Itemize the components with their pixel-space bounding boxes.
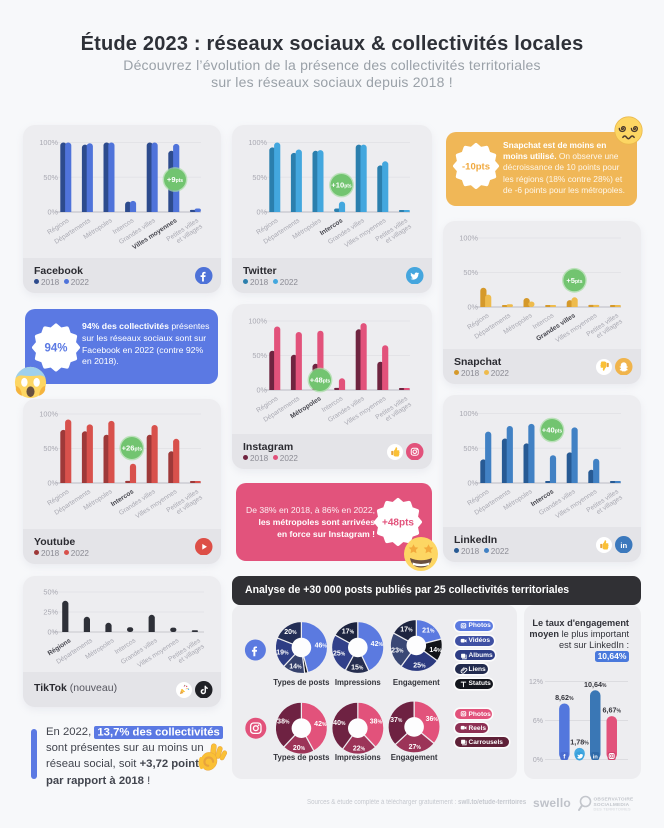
svg-text:40%: 40%	[333, 720, 346, 727]
svg-text:+48pts: +48pts	[382, 518, 414, 529]
svg-text:6,67%: 6,67%	[602, 706, 621, 715]
svg-text:100%: 100%	[459, 409, 478, 418]
svg-text:6%: 6%	[533, 718, 543, 725]
svg-text:25%: 25%	[333, 651, 346, 658]
svg-text:in: in	[620, 541, 627, 550]
svg-text:0%: 0%	[533, 757, 543, 764]
svg-text:OBSERVATOIRE: OBSERVATOIRE	[594, 797, 634, 803]
svg-text:100%: 100%	[39, 410, 58, 419]
svg-text:50%: 50%	[463, 268, 478, 277]
svg-text:50%: 50%	[463, 444, 478, 453]
svg-text:100%: 100%	[39, 138, 58, 147]
svg-text:19%: 19%	[276, 649, 289, 656]
svg-text:DES TERRITOIRES: DES TERRITOIRES	[594, 808, 632, 812]
svg-text:14%: 14%	[429, 647, 442, 654]
svg-text:50%: 50%	[252, 351, 267, 360]
svg-text:+40pts: +40pts	[542, 426, 563, 435]
svg-text:0%: 0%	[467, 303, 478, 312]
svg-text:36%: 36%	[426, 716, 439, 723]
svg-text:17%: 17%	[342, 628, 355, 635]
svg-text:0%: 0%	[467, 479, 478, 488]
svg-text:-10pts: -10pts	[462, 161, 490, 172]
svg-text:20%: 20%	[284, 629, 297, 636]
svg-text:50%: 50%	[252, 173, 267, 182]
svg-text:SOCIALMEDIA: SOCIALMEDIA	[594, 802, 630, 808]
svg-text:23%: 23%	[391, 647, 404, 654]
svg-text:50%: 50%	[43, 444, 58, 453]
svg-text:50%: 50%	[43, 173, 58, 182]
svg-text:14%: 14%	[289, 664, 302, 671]
svg-text:0%: 0%	[47, 208, 58, 217]
svg-text:38%: 38%	[277, 719, 290, 726]
svg-text:+26pts: +26pts	[122, 444, 143, 453]
svg-text:25%: 25%	[43, 608, 58, 617]
svg-text:20%: 20%	[293, 745, 306, 752]
svg-text:27%: 27%	[409, 744, 422, 751]
svg-text:15%: 15%	[351, 665, 364, 672]
svg-text:+5pts: +5pts	[566, 276, 582, 285]
svg-text:8,62%: 8,62%	[555, 693, 574, 702]
svg-text:22%: 22%	[353, 745, 366, 752]
svg-text:21%: 21%	[422, 628, 435, 635]
svg-text:0%: 0%	[256, 208, 267, 217]
svg-text:37%: 37%	[390, 717, 403, 724]
svg-text:12%: 12%	[529, 679, 543, 686]
svg-text:100%: 100%	[248, 138, 267, 147]
svg-text:42%: 42%	[314, 721, 327, 728]
svg-text:1,78%: 1,78%	[570, 737, 589, 746]
svg-text:38%: 38%	[370, 719, 383, 726]
svg-text:50%: 50%	[43, 588, 58, 597]
svg-text:25%: 25%	[413, 662, 426, 669]
svg-text:0%: 0%	[47, 628, 58, 637]
svg-text:Impressions: Impressions	[335, 678, 382, 687]
svg-text:46%: 46%	[315, 643, 328, 650]
svg-text:Engagement: Engagement	[393, 678, 440, 687]
svg-text:94%: 94%	[44, 343, 67, 355]
svg-text:10,64%: 10,64%	[584, 680, 607, 689]
svg-text:100%: 100%	[248, 317, 267, 326]
svg-text:Types de posts: Types de posts	[273, 678, 330, 687]
svg-text:f: f	[563, 754, 566, 761]
svg-text:0%: 0%	[256, 386, 267, 395]
svg-text:Impressions: Impressions	[335, 753, 382, 762]
svg-text:+48pts: +48pts	[310, 376, 331, 385]
svg-text:42%: 42%	[371, 641, 384, 648]
svg-text:0%: 0%	[47, 479, 58, 488]
svg-text:17%: 17%	[400, 626, 413, 633]
svg-text:+10pts: +10pts	[331, 181, 352, 190]
svg-text:100%: 100%	[459, 234, 478, 243]
svg-text:Engagement: Engagement	[391, 753, 438, 762]
svg-text:Types de posts: Types de posts	[273, 753, 330, 762]
svg-text:in: in	[593, 754, 599, 760]
svg-text:+9pts: +9pts	[167, 175, 183, 184]
